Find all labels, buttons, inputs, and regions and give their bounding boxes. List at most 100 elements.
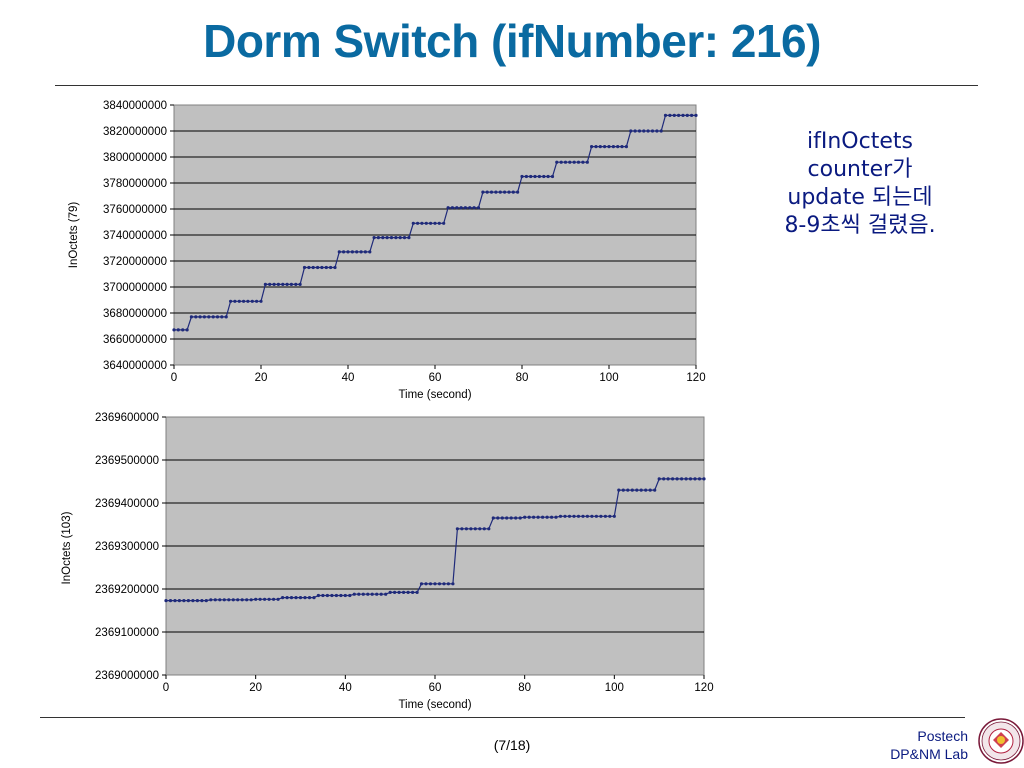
data-point	[476, 206, 481, 210]
data-point	[185, 328, 189, 332]
data-point	[621, 488, 625, 492]
data-point	[298, 282, 302, 286]
data-point	[342, 250, 346, 254]
data-point	[357, 592, 361, 596]
data-point	[487, 527, 491, 531]
data-point	[594, 514, 599, 518]
data-point	[478, 527, 482, 531]
lab-name: Postech DP&NM Lab	[890, 727, 968, 763]
y-tick-label: 3760000000	[103, 204, 167, 216]
data-point	[250, 299, 254, 303]
data-point	[536, 515, 540, 519]
data-point	[662, 477, 666, 481]
data-point	[482, 527, 486, 531]
data-point	[316, 593, 320, 598]
data-point	[268, 282, 272, 286]
y-tick-label: 2369100000	[95, 627, 159, 639]
note-line-1: ifInOctets	[807, 129, 913, 154]
data-point	[496, 516, 500, 520]
data-point	[276, 597, 280, 601]
data-point	[684, 477, 688, 481]
data-point	[303, 596, 307, 600]
data-point	[693, 477, 697, 481]
data-point	[542, 174, 546, 179]
data-point	[249, 598, 253, 602]
data-point	[550, 515, 554, 519]
data-point	[672, 113, 676, 117]
data-point	[603, 514, 608, 518]
data-point	[375, 592, 379, 596]
data-point	[681, 113, 685, 117]
y-tick-label: 2369300000	[95, 541, 159, 553]
data-point	[385, 236, 389, 240]
data-point	[680, 477, 684, 481]
x-tick-label: 80	[518, 682, 531, 694]
y-tick-label: 3780000000	[103, 178, 167, 190]
data-point	[489, 190, 494, 194]
data-point	[189, 315, 193, 319]
data-point	[446, 206, 450, 210]
data-point	[455, 527, 459, 531]
y-tick-label: 3660000000	[103, 334, 167, 346]
x-axis-label: Time (second)	[398, 699, 471, 711]
data-point	[204, 599, 208, 603]
data-point	[415, 590, 419, 595]
data-point	[198, 315, 202, 319]
data-point	[263, 282, 267, 286]
data-point	[702, 477, 706, 481]
y-tick-label: 3720000000	[103, 256, 167, 268]
data-point	[209, 598, 213, 602]
data-point	[546, 174, 550, 179]
data-point	[343, 593, 347, 598]
y-tick-label: 3700000000	[103, 282, 167, 294]
note-line-2: counter가	[807, 157, 913, 182]
data-point	[218, 598, 222, 602]
y-tick-label: 2369200000	[95, 584, 159, 596]
data-point	[393, 590, 397, 595]
data-point	[635, 488, 639, 492]
data-point	[599, 514, 603, 518]
data-point	[611, 145, 616, 149]
data-point	[191, 599, 195, 603]
data-point	[312, 596, 316, 600]
data-point	[429, 221, 433, 225]
note-line-3: update 되는데	[787, 185, 933, 210]
data-point	[608, 514, 612, 518]
data-point	[433, 582, 437, 586]
data-point	[182, 599, 186, 603]
data-point	[348, 593, 352, 598]
x-tick-label: 120	[686, 372, 705, 384]
y-tick-label: 3640000000	[103, 360, 167, 372]
data-point	[617, 488, 621, 492]
data-point	[576, 514, 581, 518]
data-point	[550, 174, 555, 179]
x-tick-label: 80	[516, 372, 529, 384]
data-point	[567, 514, 572, 518]
data-point	[379, 592, 383, 596]
data-point	[509, 516, 513, 520]
data-point	[468, 206, 472, 210]
data-point	[523, 515, 527, 519]
data-point	[325, 593, 329, 598]
note-text: ifInOctets counter가 update 되는데 8-9초씩 걸렸음…	[755, 128, 965, 240]
slide-title: Dorm Switch (ifNumber: 216)	[203, 15, 821, 67]
data-point	[311, 265, 315, 270]
data-point	[411, 590, 415, 595]
data-point	[424, 221, 428, 225]
data-point	[616, 145, 620, 149]
data-point	[581, 160, 585, 164]
data-point	[181, 328, 185, 332]
data-point	[406, 590, 410, 595]
data-point	[559, 160, 563, 164]
data-point	[352, 592, 356, 596]
data-point	[211, 315, 215, 319]
data-point	[590, 145, 594, 149]
data-point	[494, 190, 498, 194]
y-axis-label: InOctets (79)	[68, 202, 80, 269]
data-point	[339, 593, 343, 598]
data-point	[554, 515, 558, 519]
x-tick-label: 100	[605, 682, 624, 694]
data-point	[666, 477, 670, 481]
data-point	[419, 582, 424, 586]
y-tick-label: 3820000000	[103, 126, 167, 138]
